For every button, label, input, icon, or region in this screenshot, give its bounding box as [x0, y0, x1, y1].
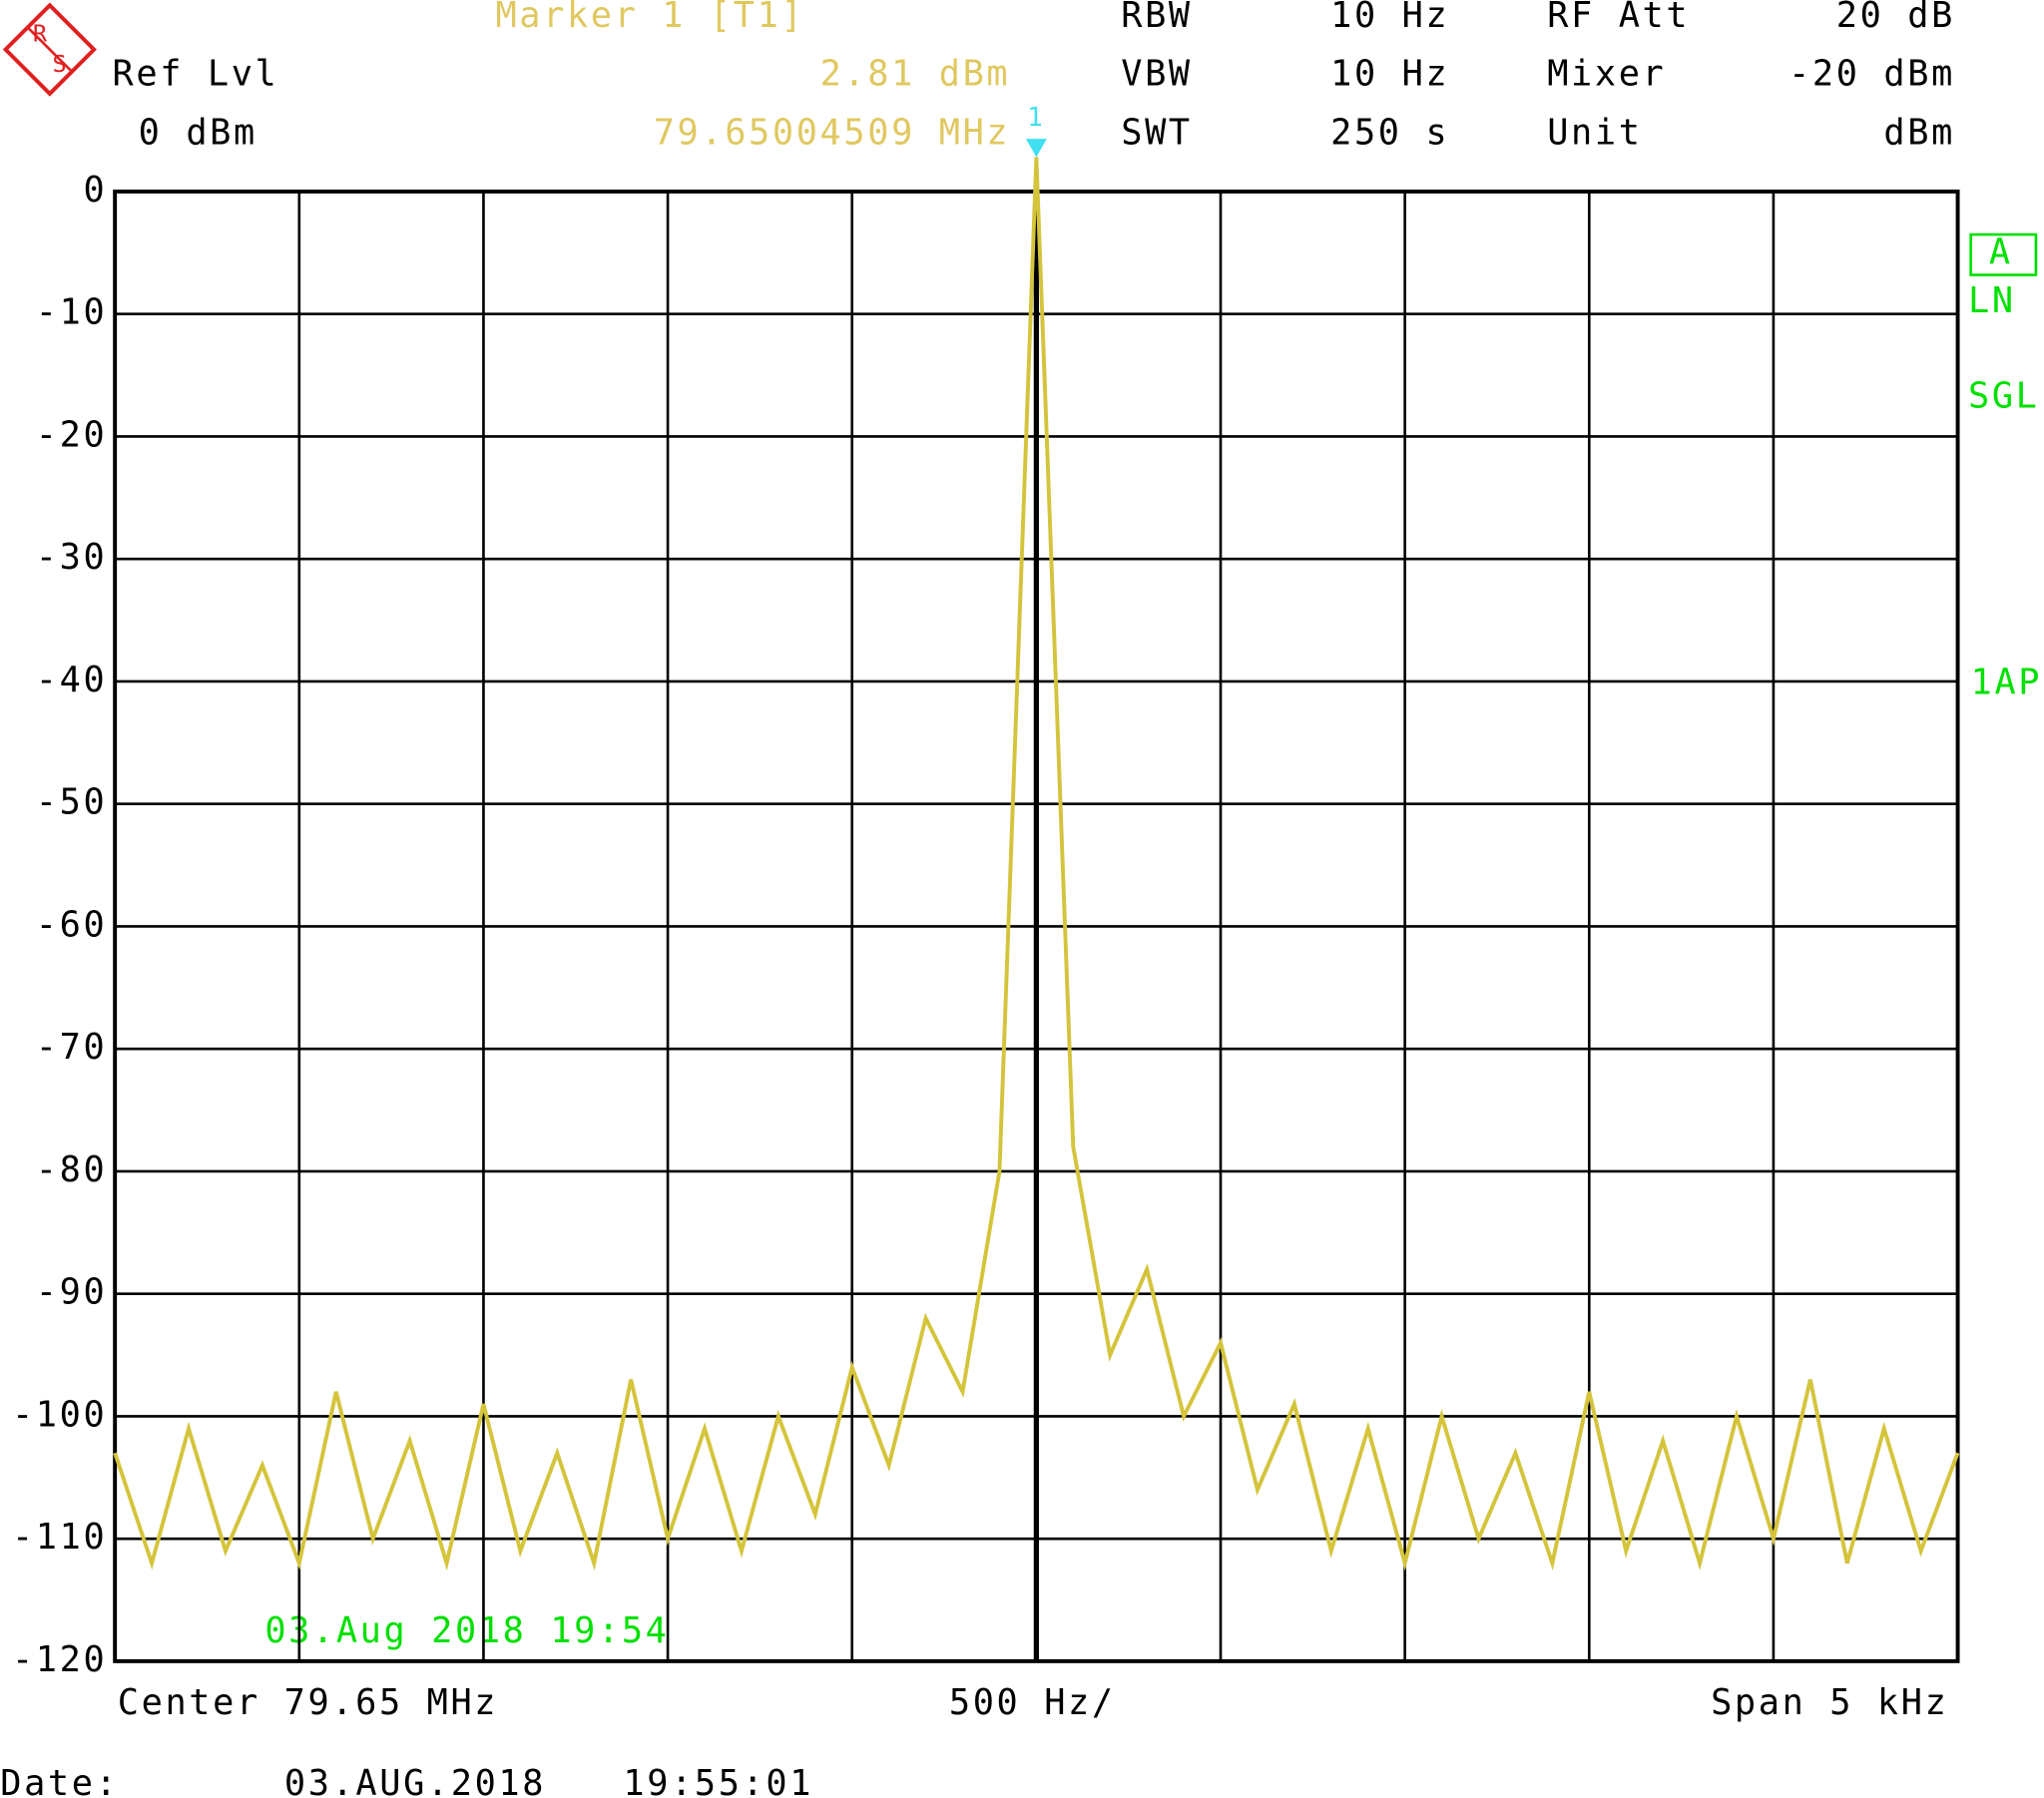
- ref-level-label: Ref Lvl: [113, 54, 279, 95]
- side-label: 1AP: [1971, 663, 2043, 703]
- y-tick-label: -90: [36, 1272, 108, 1313]
- setting-label: RBW: [1121, 0, 1193, 36]
- marker-frequency: 79.65004509 MHz: [654, 112, 1011, 153]
- setting-value: -20 dBm: [1788, 54, 1955, 95]
- y-tick-label: -50: [36, 782, 108, 823]
- trace-date: 03.Aug 2018 19:54: [264, 1610, 669, 1651]
- logo-letter: S: [52, 50, 69, 78]
- y-tick-label: -10: [36, 292, 108, 333]
- division-label: 500 Hz/: [949, 1682, 1116, 1723]
- y-tick-label: -120: [12, 1639, 107, 1680]
- marker-level: 2.81 dBm: [820, 54, 1011, 95]
- setting-value: dBm: [1883, 112, 1955, 153]
- setting-label: VBW: [1121, 54, 1193, 95]
- marker-title: Marker 1 [T1]: [495, 0, 804, 36]
- setting-label: RF Att: [1547, 0, 1690, 36]
- setting-label: SWT: [1121, 112, 1193, 153]
- y-tick-label: -20: [36, 414, 108, 455]
- center-label: Center 79.65 MHz: [118, 1682, 498, 1723]
- marker-symbol: [1025, 139, 1047, 158]
- setting-label: Mixer: [1547, 54, 1666, 95]
- y-tick-label: -60: [36, 904, 108, 945]
- side-label: A: [1989, 232, 2013, 273]
- y-tick-label: -110: [12, 1517, 107, 1558]
- trace-box: [1969, 232, 2038, 276]
- y-tick-label: -40: [36, 660, 108, 700]
- setting-value: 250 s: [1330, 112, 1449, 153]
- logo-letter: R: [33, 20, 50, 48]
- footer-date: 03.AUG.2018: [284, 1763, 546, 1798]
- y-tick-label: -70: [36, 1027, 108, 1068]
- setting-value: 20 dB: [1836, 0, 1955, 36]
- side-label: LN: [1968, 280, 2016, 321]
- footer-time: 19:55:01: [623, 1763, 813, 1798]
- side-label: SGL: [1968, 375, 2040, 416]
- y-tick-label: 0: [83, 170, 107, 211]
- footer-label: Date:: [0, 1763, 119, 1798]
- y-tick-label: -100: [12, 1394, 107, 1435]
- setting-label: Unit: [1547, 112, 1642, 153]
- ref-level-value: 0 dBm: [139, 112, 257, 153]
- marker-number: 1: [1027, 103, 1045, 133]
- logo-divider: [26, 26, 73, 73]
- y-tick-label: -30: [36, 537, 108, 578]
- y-tick-label: -80: [36, 1149, 108, 1190]
- span-label: Span 5 kHz: [1711, 1682, 1948, 1723]
- setting-value: 10 Hz: [1330, 0, 1449, 36]
- setting-value: 10 Hz: [1330, 54, 1449, 95]
- logo: [2, 2, 97, 97]
